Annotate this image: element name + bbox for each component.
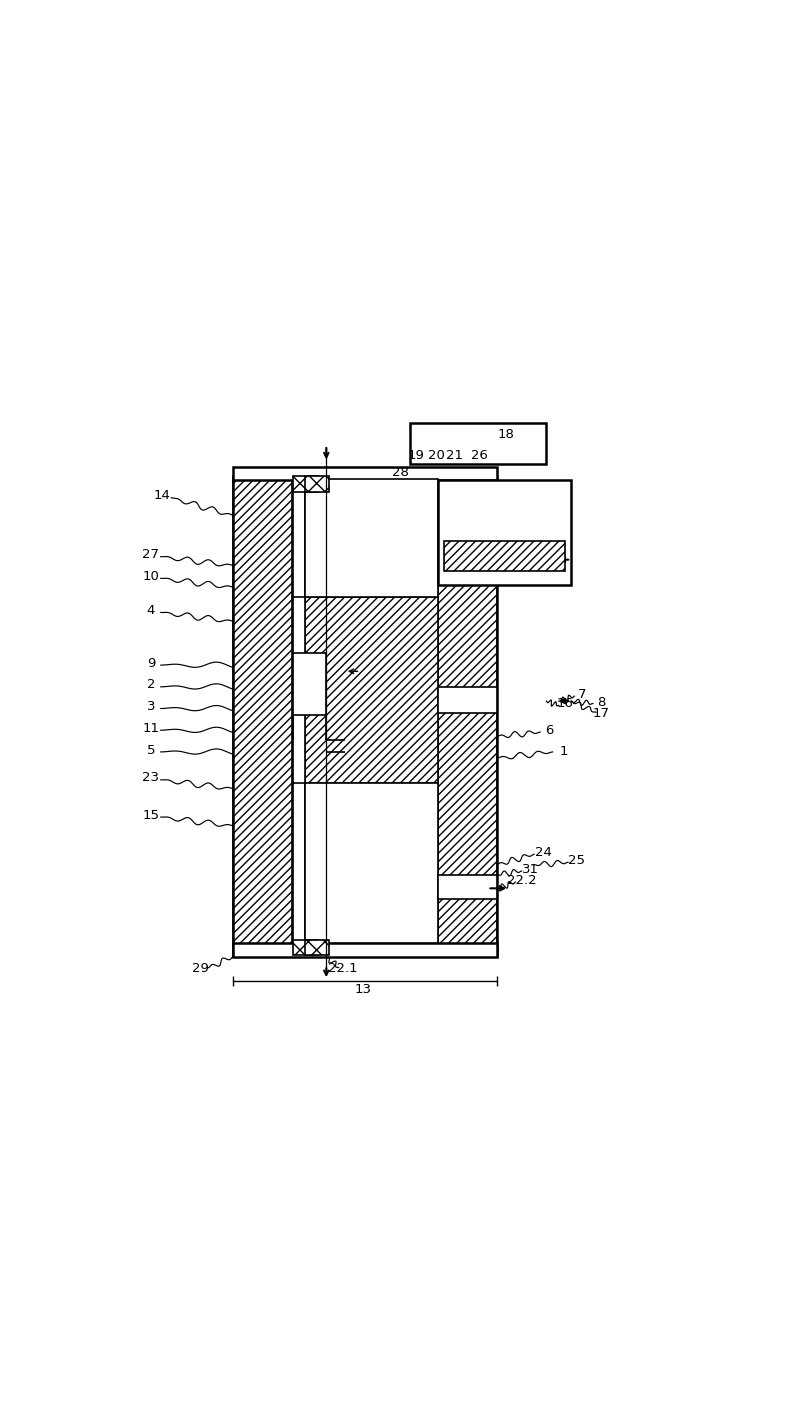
Text: 26: 26 — [471, 449, 488, 462]
Text: 25: 25 — [568, 854, 585, 867]
Text: 2: 2 — [146, 679, 155, 692]
Text: 11: 11 — [142, 723, 159, 735]
Bar — [234, 467, 497, 480]
Text: 13: 13 — [355, 984, 372, 996]
Bar — [497, 551, 556, 568]
Text: 5: 5 — [146, 744, 155, 756]
Text: 16: 16 — [557, 697, 574, 710]
Bar — [294, 596, 305, 783]
Bar — [234, 476, 292, 957]
Text: 21: 21 — [446, 449, 463, 462]
Bar — [305, 478, 438, 596]
Bar — [305, 940, 330, 955]
Text: 18: 18 — [498, 428, 514, 441]
Text: 22.2: 22.2 — [506, 874, 537, 887]
Bar — [234, 943, 497, 957]
Text: 7: 7 — [578, 689, 586, 702]
Bar — [410, 424, 546, 463]
Bar — [438, 480, 571, 585]
Text: 17: 17 — [593, 707, 610, 720]
Text: 8: 8 — [597, 696, 605, 709]
Text: 3: 3 — [146, 700, 155, 713]
Text: 28: 28 — [392, 466, 409, 480]
Bar — [305, 476, 330, 491]
Bar — [305, 783, 438, 943]
Text: 31: 31 — [522, 863, 539, 877]
Text: 27: 27 — [142, 549, 159, 561]
Bar — [438, 476, 497, 957]
Text: 9: 9 — [146, 657, 155, 669]
Bar — [305, 596, 438, 783]
Bar — [294, 652, 326, 714]
Text: 29: 29 — [192, 962, 209, 975]
Text: 15: 15 — [142, 808, 159, 822]
Text: 23: 23 — [142, 772, 159, 784]
Text: 14: 14 — [154, 490, 170, 502]
Text: 6: 6 — [546, 724, 554, 737]
Bar — [438, 874, 497, 899]
Text: 19: 19 — [408, 449, 425, 462]
Text: 24: 24 — [535, 846, 552, 859]
Text: 20: 20 — [428, 449, 445, 462]
Bar — [438, 687, 497, 714]
Text: 4: 4 — [146, 605, 155, 617]
Bar — [294, 940, 318, 955]
Text: 1: 1 — [559, 745, 568, 759]
Bar — [294, 476, 318, 491]
Text: 22.1: 22.1 — [328, 962, 358, 975]
Text: 10: 10 — [142, 570, 159, 584]
Bar — [444, 542, 565, 571]
